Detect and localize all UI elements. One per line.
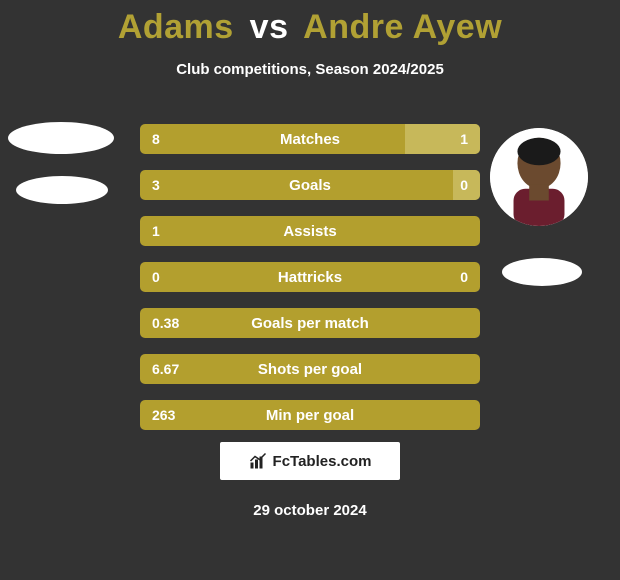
date-label: 29 october 2024: [0, 502, 620, 519]
stat-row-goals-per-match: 0.38Goals per match: [140, 308, 480, 338]
stat-row-matches: 8Matches1: [140, 124, 480, 154]
site-logo[interactable]: FcTables.com: [220, 442, 400, 480]
stat-label: Assists: [140, 223, 480, 240]
stat-row-min-per-goal: 263Min per goal: [140, 400, 480, 430]
avatar-placeholder-left-1: [8, 122, 114, 154]
flag-right: [502, 258, 582, 286]
stat-value-right: 1: [460, 131, 468, 147]
title-player2: Andre Ayew: [303, 8, 502, 46]
stat-label: Min per goal: [140, 407, 480, 424]
stat-row-hattricks: 0Hattricks0: [140, 262, 480, 292]
avatar-placeholder-left-2: [16, 176, 108, 204]
stat-label: Goals: [140, 177, 480, 194]
stat-row-shots-per-goal: 6.67Shots per goal: [140, 354, 480, 384]
title-vs: vs: [250, 8, 289, 46]
stat-label: Hattricks: [140, 269, 480, 286]
title-player1: Adams: [118, 8, 234, 46]
stats-bars: 8Matches13Goals01Assists0Hattricks00.38G…: [140, 124, 480, 446]
page-title: Adams vs Andre Ayew: [0, 0, 620, 47]
chart-icon: [249, 452, 267, 470]
stat-value-right: 0: [460, 177, 468, 193]
player-photo-icon: [490, 128, 588, 226]
stat-row-assists: 1Assists: [140, 216, 480, 246]
logo-text: FcTables.com: [273, 453, 372, 470]
avatar-right: [490, 128, 588, 226]
subtitle: Club competitions, Season 2024/2025: [0, 61, 620, 78]
stat-row-goals: 3Goals0: [140, 170, 480, 200]
stat-label: Shots per goal: [140, 361, 480, 378]
stat-label: Goals per match: [140, 315, 480, 332]
stat-label: Matches: [140, 131, 480, 148]
stat-value-right: 0: [460, 269, 468, 285]
